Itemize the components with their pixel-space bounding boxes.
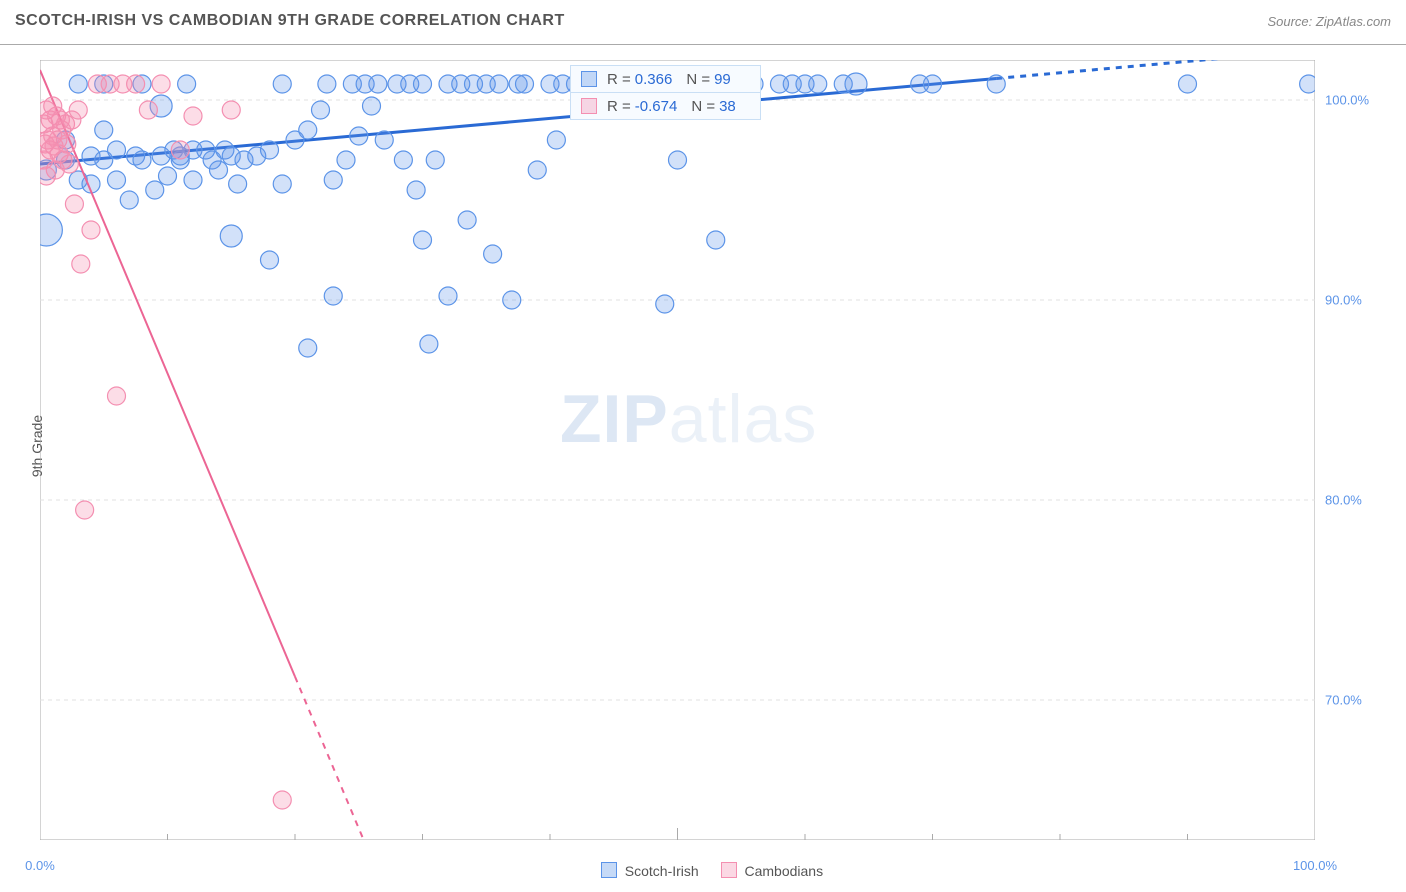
source-attribution: Source: ZipAtlas.com (1267, 14, 1391, 29)
y-tick-label: 80.0% (1325, 493, 1362, 508)
y-tick-label: 90.0% (1325, 293, 1362, 308)
y-tick-label: 70.0% (1325, 693, 1362, 708)
stats-row-series2: R = -0.674 N = 38 (571, 92, 760, 119)
stats-row-series1: R = 0.366 N = 99 (571, 66, 760, 92)
legend-label-series2: Cambodians (744, 863, 823, 879)
y-tick-label: 100.0% (1325, 93, 1369, 108)
scatter-plot (40, 60, 1315, 840)
legend-swatch-blue (601, 862, 617, 878)
x-tick-label: 100.0% (1293, 858, 1337, 873)
swatch-pink (581, 98, 597, 114)
x-tick-label: 0.0% (25, 858, 55, 873)
correlation-stats-box: R = 0.366 N = 99 R = -0.674 N = 38 (570, 65, 761, 120)
swatch-blue (581, 71, 597, 87)
legend: Scotch-Irish Cambodians (0, 862, 1406, 879)
legend-swatch-pink (721, 862, 737, 878)
title-bar: SCOTCH-IRISH VS CAMBODIAN 9TH GRADE CORR… (0, 0, 1406, 45)
legend-label-series1: Scotch-Irish (625, 863, 699, 879)
chart-title: SCOTCH-IRISH VS CAMBODIAN 9TH GRADE CORR… (15, 12, 565, 30)
